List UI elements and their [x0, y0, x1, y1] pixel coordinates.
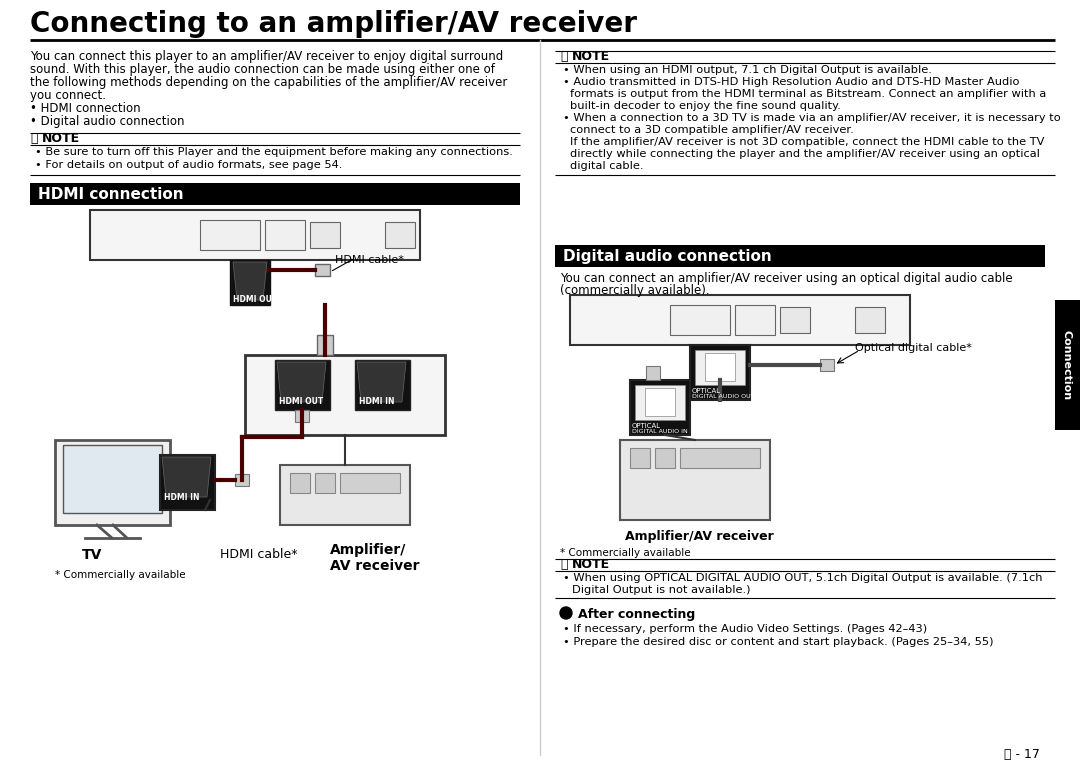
Bar: [630, 448, 650, 468]
Bar: [635, 385, 685, 420]
Bar: [160, 455, 215, 510]
Text: HDMI cable*: HDMI cable*: [335, 255, 404, 265]
Bar: [230, 260, 270, 305]
Bar: [340, 473, 400, 493]
Text: sound. With this player, the audio connection can be made using either one of: sound. With this player, the audio conne…: [30, 63, 495, 76]
Text: connect to a 3D compatible amplifier/AV receiver.: connect to a 3D compatible amplifier/AV …: [570, 125, 854, 135]
Bar: [235, 474, 249, 486]
Bar: [200, 220, 260, 250]
Text: OPTICAL: OPTICAL: [692, 388, 721, 394]
Text: digital cable.: digital cable.: [570, 161, 644, 171]
Bar: [318, 335, 333, 355]
Bar: [690, 345, 750, 400]
Text: TV: TV: [82, 548, 103, 562]
Text: • Audio transmitted in DTS-HD High Resolution Audio and DTS-HD Master Audio: • Audio transmitted in DTS-HD High Resol…: [563, 77, 1020, 87]
Bar: [265, 220, 305, 250]
Text: Amplifier/
AV receiver: Amplifier/ AV receiver: [330, 543, 419, 573]
Bar: [315, 473, 335, 493]
Bar: [245, 355, 445, 435]
Bar: [295, 410, 309, 422]
Text: * Commercially available: * Commercially available: [55, 570, 186, 580]
Text: NOTE: NOTE: [42, 132, 80, 145]
Bar: [654, 448, 675, 468]
Bar: [855, 307, 885, 333]
Text: NOTE: NOTE: [572, 558, 610, 571]
Text: HDMI IN: HDMI IN: [359, 397, 394, 406]
Text: HDMI OUT: HDMI OUT: [279, 397, 323, 406]
Text: NOTE: NOTE: [572, 50, 610, 63]
Polygon shape: [162, 457, 211, 497]
Bar: [55, 440, 170, 525]
Bar: [355, 360, 410, 410]
Bar: [645, 388, 675, 416]
Bar: [780, 307, 810, 333]
Text: directly while connecting the player and the amplifier/AV receiver using an opti: directly while connecting the player and…: [570, 149, 1040, 159]
Text: HDMI OUT: HDMI OUT: [233, 295, 278, 304]
Bar: [820, 359, 834, 371]
Text: Amplifier/AV receiver: Amplifier/AV receiver: [625, 530, 773, 543]
Bar: [705, 353, 735, 381]
Bar: [30, 183, 519, 205]
Text: • Prepare the desired disc or content and start playback. (Pages 25–34, 55): • Prepare the desired disc or content an…: [563, 637, 994, 647]
Text: the following methods depending on the capabilities of the amplifier/AV receiver: the following methods depending on the c…: [30, 76, 508, 89]
Text: DIGITAL AUDIO OUT: DIGITAL AUDIO OUT: [692, 394, 755, 399]
Bar: [310, 222, 340, 248]
Text: • When a connection to a 3D TV is made via an amplifier/AV receiver, it is neces: • When a connection to a 3D TV is made v…: [563, 113, 1061, 123]
Polygon shape: [276, 362, 326, 402]
Bar: [555, 245, 1045, 267]
Text: Digital Output is not available.): Digital Output is not available.): [572, 585, 751, 595]
Text: After connecting: After connecting: [578, 608, 696, 621]
Text: * Commercially available: * Commercially available: [561, 548, 690, 558]
Bar: [735, 305, 775, 335]
Text: Ⓑ - 17: Ⓑ - 17: [1004, 748, 1040, 761]
Text: OPTICAL: OPTICAL: [632, 423, 661, 429]
Text: (commercially available).: (commercially available).: [561, 284, 710, 297]
Text: formats is output from the HDMI terminal as Bitstream. Connect an amplifier with: formats is output from the HDMI terminal…: [570, 89, 1047, 99]
Text: Connecting to an amplifier/AV receiver: Connecting to an amplifier/AV receiver: [30, 10, 637, 38]
Text: • When using an HDMI output, 7.1 ch Digital Output is available.: • When using an HDMI output, 7.1 ch Digi…: [563, 65, 932, 75]
Text: HDMI IN: HDMI IN: [164, 493, 200, 502]
Bar: [696, 350, 745, 385]
Text: HDMI cable*: HDMI cable*: [220, 548, 297, 561]
Text: • If necessary, perform the Audio Video Settings. (Pages 42–43): • If necessary, perform the Audio Video …: [563, 624, 927, 634]
Bar: [670, 305, 730, 335]
Text: Digital audio connection: Digital audio connection: [563, 249, 772, 264]
Text: Optical digital cable*: Optical digital cable*: [855, 343, 972, 353]
Bar: [291, 473, 310, 493]
Text: DIGITAL AUDIO IN: DIGITAL AUDIO IN: [632, 429, 688, 434]
Bar: [63, 445, 162, 513]
Bar: [90, 210, 420, 260]
Text: You can connect this player to an amplifier/AV receiver to enjoy digital surroun: You can connect this player to an amplif…: [30, 50, 503, 63]
Bar: [630, 380, 690, 435]
Circle shape: [561, 607, 572, 619]
Text: • HDMI connection: • HDMI connection: [30, 102, 140, 115]
Bar: [646, 366, 660, 380]
Text: ⎙: ⎙: [30, 132, 38, 145]
Text: you connect.: you connect.: [30, 89, 106, 102]
Polygon shape: [357, 362, 406, 402]
Bar: [1055, 300, 1080, 430]
Bar: [384, 222, 415, 248]
Text: HDMI connection: HDMI connection: [38, 187, 184, 202]
Bar: [620, 440, 770, 520]
Text: You can connect an amplifier/AV receiver using an optical digital audio cable: You can connect an amplifier/AV receiver…: [561, 272, 1013, 285]
Text: ⎙: ⎙: [561, 558, 567, 571]
Text: • When using OPTICAL DIGITAL AUDIO OUT, 5.1ch Digital Output is available. (7.1c: • When using OPTICAL DIGITAL AUDIO OUT, …: [563, 573, 1042, 583]
Text: Connection: Connection: [1062, 330, 1072, 400]
Bar: [315, 264, 330, 276]
Text: • Digital audio connection: • Digital audio connection: [30, 115, 185, 128]
Bar: [280, 465, 410, 525]
Polygon shape: [233, 262, 267, 300]
Text: • For details on output of audio formats, see page 54.: • For details on output of audio formats…: [35, 160, 342, 170]
Bar: [680, 448, 760, 468]
Bar: [570, 295, 910, 345]
Text: • Be sure to turn off this Player and the equipment before making any connection: • Be sure to turn off this Player and th…: [35, 147, 513, 157]
Text: If the amplifier/AV receiver is not 3D compatible, connect the HDMI cable to the: If the amplifier/AV receiver is not 3D c…: [570, 137, 1044, 147]
Text: ⎙: ⎙: [561, 50, 567, 63]
Bar: [275, 360, 330, 410]
Text: built-in decoder to enjoy the fine sound quality.: built-in decoder to enjoy the fine sound…: [570, 101, 841, 111]
